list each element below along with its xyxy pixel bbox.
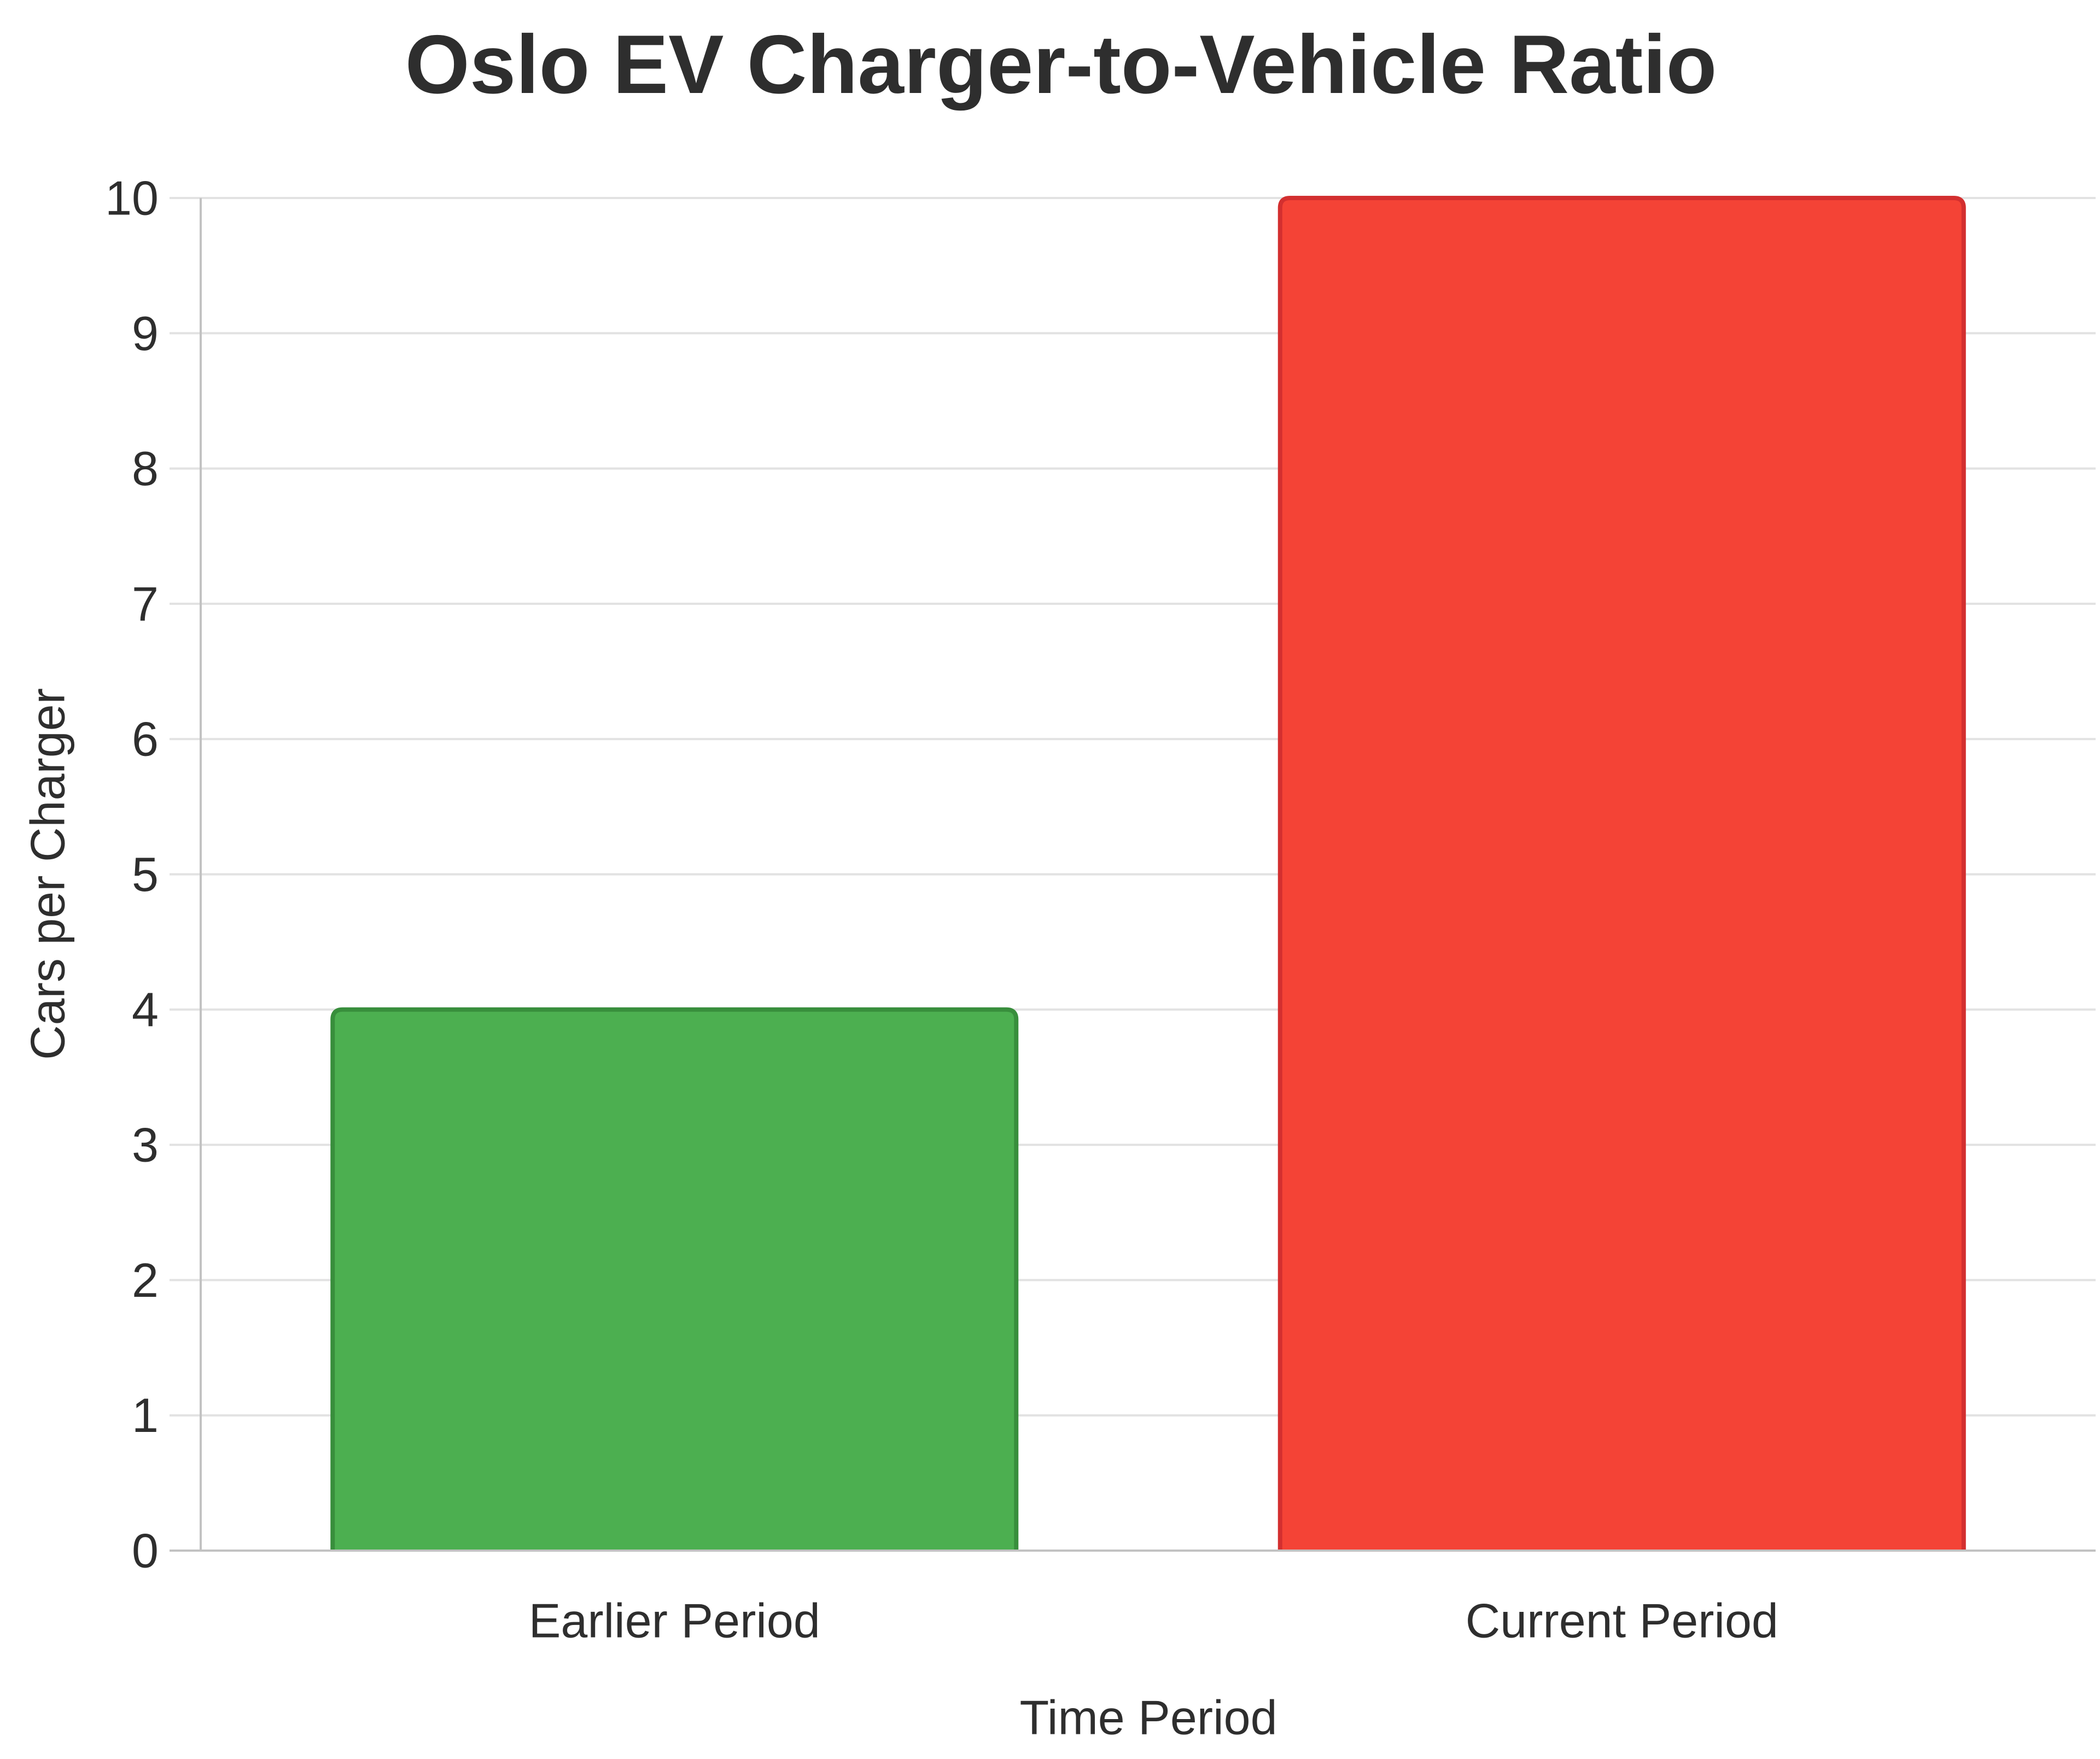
x-category-labels: Earlier Period Current Period — [529, 1594, 1778, 1648]
bar-current-period — [1278, 196, 1966, 1551]
y-tick-label-8: 8 — [132, 441, 159, 496]
y-tick-label-3: 3 — [132, 1118, 159, 1172]
x-category-label-current-period: Current Period — [1466, 1594, 1778, 1648]
y-tick-label-2: 2 — [132, 1253, 159, 1307]
y-tick-label-6: 6 — [132, 712, 159, 766]
axis-lines — [170, 198, 2096, 1552]
x-category-label-earlier-period: Earlier Period — [529, 1594, 820, 1648]
y-tick-label-4: 4 — [132, 982, 159, 1036]
x-axis-title: Time Period — [1019, 1691, 1277, 1745]
y-tick-label-0: 0 — [132, 1524, 159, 1578]
chart-title: Oslo EV Charger-to-Vehicle Ratio — [405, 18, 1717, 111]
bars — [330, 196, 1966, 1551]
y-tick-labels: 0 1 2 3 4 5 6 7 8 9 10 — [105, 171, 159, 1578]
y-tick-label-1: 1 — [132, 1388, 159, 1442]
y-axis-title: Cars per Charger — [21, 688, 75, 1060]
y-tick-label-7: 7 — [132, 576, 159, 631]
bar-earlier-period — [330, 1007, 1019, 1551]
y-tick-label-5: 5 — [132, 847, 159, 901]
y-tick-label-10: 10 — [105, 171, 159, 225]
y-tick-label-9: 9 — [132, 306, 159, 360]
